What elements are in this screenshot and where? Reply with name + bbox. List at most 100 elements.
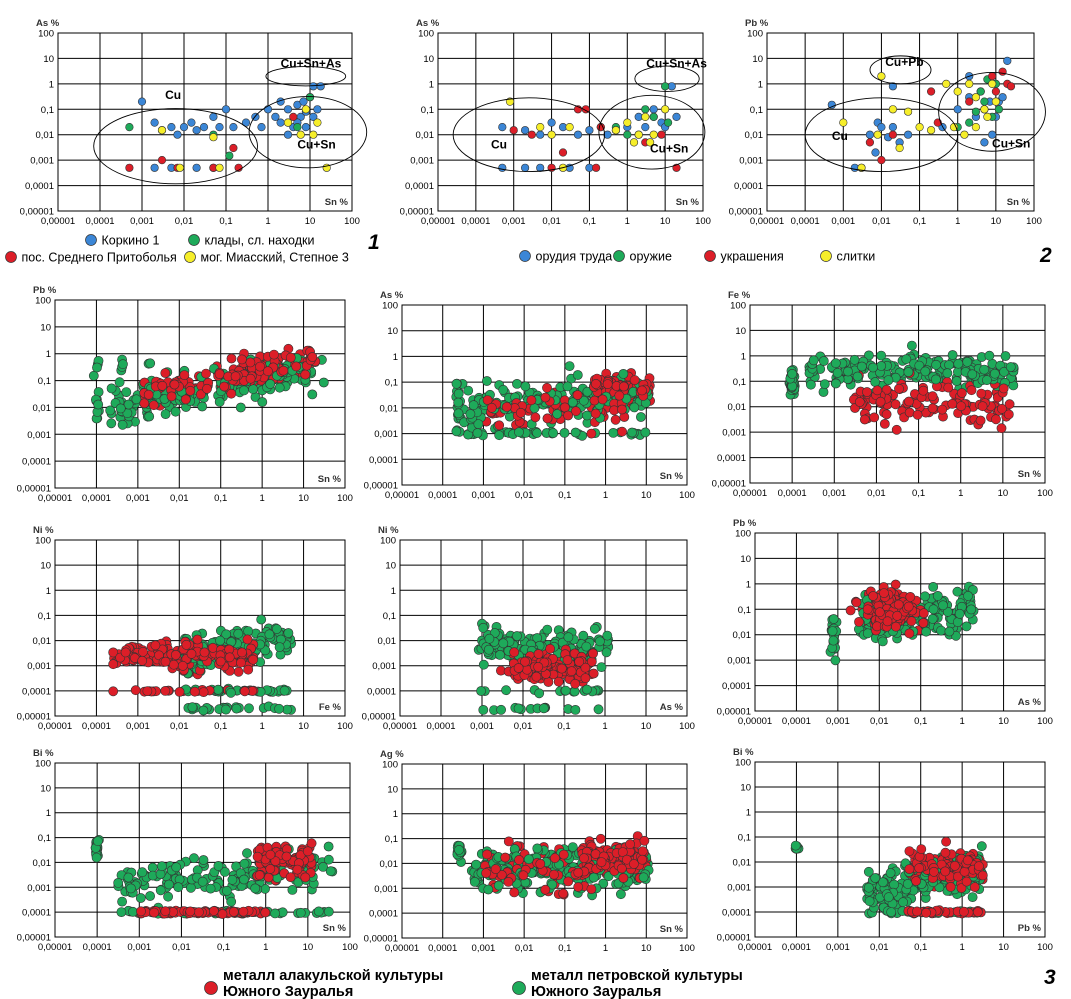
data-point-yellow xyxy=(877,72,886,81)
x-tick-label: 0,00001 xyxy=(421,216,455,227)
x-tick-label: 10 xyxy=(998,716,1009,727)
data-point-red xyxy=(170,650,181,660)
data-point-yellow xyxy=(953,87,962,96)
data-point-yellow xyxy=(971,122,981,132)
data-point-red xyxy=(937,404,948,415)
data-point-red xyxy=(166,391,177,402)
data-point-yellow xyxy=(296,130,305,139)
data-point-green xyxy=(593,704,604,715)
data-point-red xyxy=(242,634,253,645)
y-tick-label: 0,00001 xyxy=(17,933,51,944)
data-point-red xyxy=(501,401,512,412)
data-point-green xyxy=(931,374,941,385)
data-point-red xyxy=(254,870,265,881)
data-point-green xyxy=(886,907,897,917)
data-point-green xyxy=(953,358,964,369)
data-point-red xyxy=(226,353,237,364)
data-point-red xyxy=(881,409,892,420)
data-points xyxy=(90,835,338,919)
legend-item: клады, сл. находки xyxy=(188,234,314,248)
data-point-red xyxy=(956,883,967,893)
y-tick-label: 0,0001 xyxy=(722,681,751,692)
data-point-green xyxy=(962,356,973,367)
region-ellipse xyxy=(452,97,606,173)
data-point-green xyxy=(843,366,853,377)
data-point-green xyxy=(864,350,874,361)
data-point-green xyxy=(496,704,506,715)
data-point-green xyxy=(830,655,841,666)
x-tick-label: 0,001 xyxy=(831,216,855,227)
x-axis-label: Sn % xyxy=(660,924,684,935)
data-point-green xyxy=(105,405,116,416)
data-point-green xyxy=(942,368,953,379)
data-point-green xyxy=(92,362,102,373)
x-tick-label: 0,1 xyxy=(217,942,230,953)
data-point-green xyxy=(274,382,285,393)
data-point-red xyxy=(229,143,238,153)
data-point-green xyxy=(219,867,230,877)
data-point-green xyxy=(226,896,237,907)
x-tick-label: 10 xyxy=(298,721,309,732)
data-point-green xyxy=(806,379,816,390)
data-point-blue xyxy=(520,126,530,135)
data-point-green xyxy=(944,359,954,370)
data-points xyxy=(108,614,296,716)
data-point-green xyxy=(205,883,216,894)
x-tick-label: 0,1 xyxy=(219,216,232,227)
data-point-blue xyxy=(299,97,308,106)
x-axis-label: Sn % xyxy=(318,474,342,485)
data-point-yellow xyxy=(895,143,904,153)
x-tick-label: 100 xyxy=(1037,488,1053,499)
data-point-red xyxy=(289,112,298,121)
data-point-red xyxy=(186,648,197,659)
data-point-green xyxy=(523,854,534,865)
data-point-red xyxy=(906,616,917,627)
data-point-green xyxy=(808,355,819,366)
data-point-green xyxy=(318,377,329,388)
data-point-green xyxy=(520,381,531,392)
data-point-red xyxy=(265,864,276,874)
data-point-red xyxy=(916,844,927,854)
data-point-yellow xyxy=(983,112,992,121)
x-tick-label: 1 xyxy=(263,942,268,953)
legend-label: орудия труда xyxy=(536,250,613,264)
x-tick-label: 0,00001 xyxy=(38,493,72,504)
x-tick-label: 0,001 xyxy=(126,721,150,732)
data-point-green xyxy=(323,854,334,865)
data-point-blue xyxy=(649,105,658,114)
y-tick-label: 0,001 xyxy=(374,884,398,895)
x-tick-label: 0,001 xyxy=(126,493,150,504)
data-point-green xyxy=(627,427,637,438)
data-point-red xyxy=(556,663,567,674)
data-point-blue xyxy=(301,122,311,132)
data-point-green xyxy=(963,591,973,601)
y-tick-label: 10 xyxy=(40,783,51,794)
data-point-green xyxy=(567,397,578,408)
x-tick-label: 0,01 xyxy=(867,488,886,499)
data-point-red xyxy=(199,647,210,658)
data-point-red xyxy=(108,659,119,670)
data-point-green xyxy=(862,628,873,639)
x-tick-label: 0,1 xyxy=(558,943,571,954)
y-tick-label: 100 xyxy=(38,29,54,40)
legend-label: металл алакульской культуры xyxy=(223,968,443,984)
data-point-red xyxy=(150,640,161,651)
data-point-red xyxy=(625,839,635,850)
data-point-red xyxy=(637,854,648,865)
data-point-red xyxy=(904,864,915,874)
plot-frame xyxy=(57,32,353,212)
data-point-blue xyxy=(313,105,322,114)
data-point-blue xyxy=(316,82,325,91)
data-point-blue xyxy=(980,138,989,147)
data-point-yellow xyxy=(157,126,167,135)
legend-item: оружие xyxy=(613,250,672,264)
data-point-green xyxy=(560,685,571,696)
y-tick-label: 0,0001 xyxy=(734,181,763,192)
y-axis-label: As % xyxy=(416,18,440,29)
data-points xyxy=(498,82,681,172)
data-point-red xyxy=(590,408,601,419)
data-point-red xyxy=(891,621,901,632)
data-point-red xyxy=(558,849,569,860)
